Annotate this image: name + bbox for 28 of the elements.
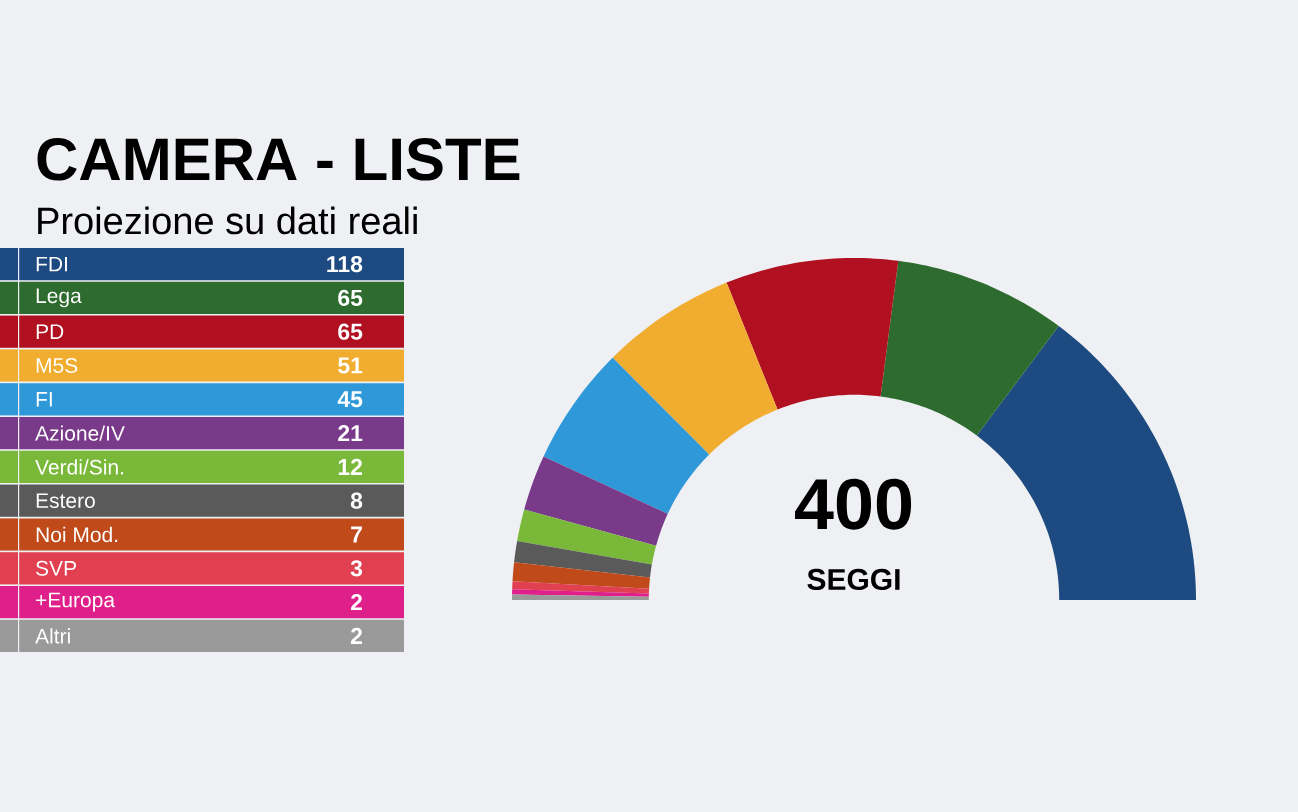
data-label: 8 — [350, 492, 363, 509]
data-label: 12 — [338, 458, 362, 475]
legend-label: FI — [36, 392, 52, 407]
legend-label: M5S — [36, 358, 78, 373]
legend-label: Lega — [36, 288, 82, 308]
legend-label: FDI — [36, 256, 67, 272]
legend-label: PD — [36, 324, 64, 339]
chart-title: CAMERA - LISTE — [37, 138, 520, 181]
data-label: 2 — [350, 594, 362, 611]
text: SEGGI — [807, 568, 900, 591]
legend-label: Altri — [35, 628, 70, 644]
legend-label: +Europa — [36, 592, 116, 612]
chart-subtitle: Proiezione su dati reali — [38, 206, 417, 235]
legend-label: Azione/IV — [35, 425, 125, 441]
data-label: 45 — [337, 391, 363, 408]
text: 400 — [795, 478, 912, 530]
legend-label: Verdi/Sin. — [35, 459, 124, 475]
data-label: 7 — [351, 526, 362, 543]
legend-label: Noi Mod. — [36, 526, 118, 543]
data-label: 3 — [350, 560, 363, 577]
data-label: 65 — [338, 289, 363, 307]
data-label: 21 — [338, 425, 363, 442]
legend-label: Estero — [36, 493, 95, 509]
data-label: 51 — [338, 357, 363, 374]
data-label: 2 — [350, 627, 362, 644]
legend-label: SVP — [36, 560, 76, 576]
data-label: 65 — [338, 323, 363, 340]
data-label: 118 — [327, 255, 363, 273]
